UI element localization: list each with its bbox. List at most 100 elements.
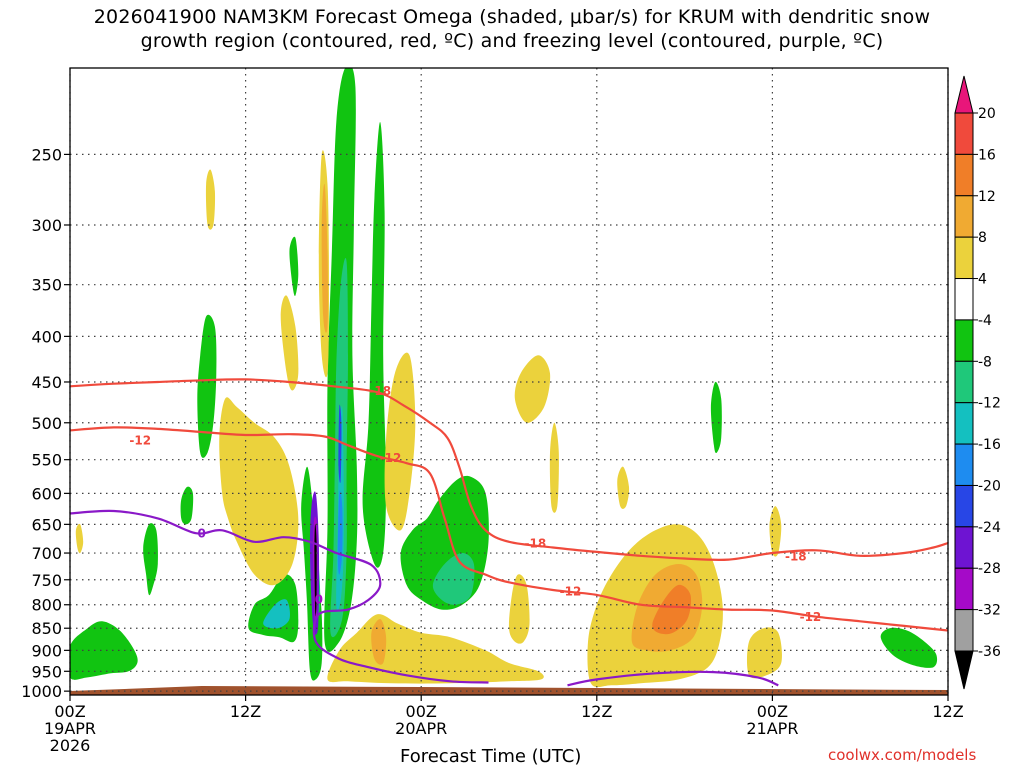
omega-region-29 bbox=[508, 574, 530, 644]
colorbar-swatch-5 bbox=[954, 319, 974, 362]
omega-region-21 bbox=[314, 524, 317, 617]
y-tick-label-850: 850 bbox=[31, 619, 62, 638]
x-tick-label-60-0: 12Z bbox=[932, 702, 963, 721]
omega-region-5 bbox=[70, 621, 138, 680]
y-tick-label-300: 300 bbox=[31, 216, 62, 235]
contour-label-2: -12 bbox=[380, 451, 402, 465]
y-tick-label-600: 600 bbox=[31, 484, 62, 503]
colorbar-swatch-10 bbox=[954, 526, 974, 569]
x-tick-label-0-1: 19APR bbox=[44, 719, 96, 738]
omega-region-39 bbox=[652, 584, 692, 635]
y-tick-label-450: 450 bbox=[31, 373, 62, 392]
colorbar-swatch-11 bbox=[954, 567, 974, 611]
colorbar-swatch-3 bbox=[954, 236, 974, 280]
omega-region-8 bbox=[180, 486, 194, 525]
colorbar-label-9: -20 bbox=[978, 478, 1001, 494]
colorbar-swatch-9 bbox=[954, 484, 974, 528]
colorbar-swatch-8 bbox=[954, 443, 974, 486]
contour-label-8: 0 bbox=[315, 592, 323, 606]
grid bbox=[69, 68, 949, 695]
colorbar-label-4: 4 bbox=[978, 272, 987, 288]
contour-label-3: -18 bbox=[524, 536, 546, 550]
contours bbox=[70, 378, 948, 687]
colorbar-label-1: 16 bbox=[978, 147, 996, 163]
contour-label-7: 0 bbox=[198, 527, 206, 541]
omega-region-31 bbox=[549, 422, 559, 513]
y-tick-label-250: 250 bbox=[31, 145, 62, 164]
colorbar-label-11: -28 bbox=[978, 561, 1001, 577]
omega-region-34 bbox=[769, 506, 782, 557]
omega-region-11 bbox=[880, 627, 938, 668]
colorbar-label-3: 8 bbox=[978, 230, 987, 246]
x-tick-label-0-0: 00Z bbox=[54, 702, 85, 721]
colorbar-swatch-4 bbox=[954, 278, 974, 321]
colorbar-swatch-6 bbox=[954, 360, 974, 404]
omega-region-22 bbox=[205, 169, 216, 230]
credit-link[interactable]: coolwx.com/models bbox=[828, 746, 977, 764]
colorbar-bottom-arrow bbox=[954, 650, 974, 690]
colorbar-swatch-12 bbox=[954, 609, 974, 652]
omega-region-27 bbox=[384, 352, 416, 531]
omega-region-9 bbox=[289, 236, 299, 296]
colorbar-label-8: -16 bbox=[978, 437, 1001, 453]
colorbar: 20 16 12 8 4 -4 -8 -12 -16 -20 -24 -28 -32 -36 bbox=[954, 75, 1001, 690]
omega-region-6 bbox=[143, 523, 158, 596]
terrain-fill bbox=[70, 686, 948, 695]
contour-label-0: -18 bbox=[369, 384, 391, 398]
omega-region-16 bbox=[263, 599, 291, 629]
colorbar-swatch-2 bbox=[954, 195, 974, 238]
colorbar-label-2: 12 bbox=[978, 189, 996, 205]
y-tick-label-1000: 1000 bbox=[21, 682, 62, 701]
omega-region-3 bbox=[362, 122, 387, 568]
colorbar-label-0: 20 bbox=[978, 106, 996, 122]
x-tick-label-0-2: 2026 bbox=[50, 736, 91, 755]
y-tick-label-750: 750 bbox=[31, 571, 62, 590]
colorbar-label-13: -36 bbox=[978, 644, 1001, 660]
omega-region-10 bbox=[710, 381, 722, 454]
colorbar-label-12: -32 bbox=[978, 603, 1001, 619]
y-tick-label-800: 800 bbox=[31, 596, 62, 615]
contour-labels: -18 -12 -12 -18 -18 -12 -12 0 0 bbox=[129, 384, 822, 624]
contour-line-3 bbox=[567, 670, 779, 687]
omega-region-35 bbox=[746, 627, 782, 679]
x-tick-label-24-1: 20APR bbox=[395, 719, 447, 738]
omega-region-33 bbox=[617, 466, 630, 509]
y-tick-label-900: 900 bbox=[31, 641, 62, 660]
terrain bbox=[70, 686, 948, 695]
colorbar-label-10: -24 bbox=[978, 520, 1001, 536]
colorbar-label-6: -8 bbox=[978, 354, 992, 370]
chart-title-line1: 2026041900 NAM3KM Forecast Omega (shaded… bbox=[93, 6, 931, 28]
colorbar-swatch-0 bbox=[954, 112, 974, 155]
colorbar-label-7: -12 bbox=[978, 396, 1001, 412]
x-tick-label-48-1: 21APR bbox=[746, 719, 798, 738]
colorbar-top-arrow bbox=[954, 75, 974, 114]
contour-label-5: -12 bbox=[560, 584, 582, 598]
contour-line-0 bbox=[70, 378, 948, 562]
omega-region-7 bbox=[197, 314, 217, 458]
colorbar-label-5: -4 bbox=[978, 313, 992, 329]
y-tick-label-700: 700 bbox=[31, 544, 62, 563]
y-tick-label-950: 950 bbox=[31, 662, 62, 681]
x-tick-label-12-0: 12Z bbox=[230, 702, 261, 721]
y-tick-label-650: 650 bbox=[31, 515, 62, 534]
y-tick-label-550: 550 bbox=[31, 451, 62, 470]
omega-region-30 bbox=[514, 355, 551, 423]
omega-region-36 bbox=[321, 183, 328, 333]
x-tick-label-24-0: 00Z bbox=[406, 702, 437, 721]
colorbar-swatch-7 bbox=[954, 402, 974, 445]
contour-label-6: -12 bbox=[800, 610, 822, 624]
y-tick-label-350: 350 bbox=[31, 276, 62, 295]
omega-region-25 bbox=[280, 295, 299, 391]
x-tick-label-36-0: 12Z bbox=[581, 702, 612, 721]
x-tick-label-48-0: 00Z bbox=[757, 702, 788, 721]
contour-label-1: -12 bbox=[129, 434, 151, 448]
omega-region-23 bbox=[75, 523, 84, 554]
x-axis-label: Forecast Time (UTC) bbox=[400, 746, 582, 767]
y-tick-label-400: 400 bbox=[31, 327, 62, 346]
omega-region-24 bbox=[219, 397, 299, 586]
contour-line-2 bbox=[70, 509, 489, 684]
omega-region-37 bbox=[371, 618, 387, 665]
chart-title-line2: growth region (contoured, red, ºC) and f… bbox=[140, 30, 884, 52]
